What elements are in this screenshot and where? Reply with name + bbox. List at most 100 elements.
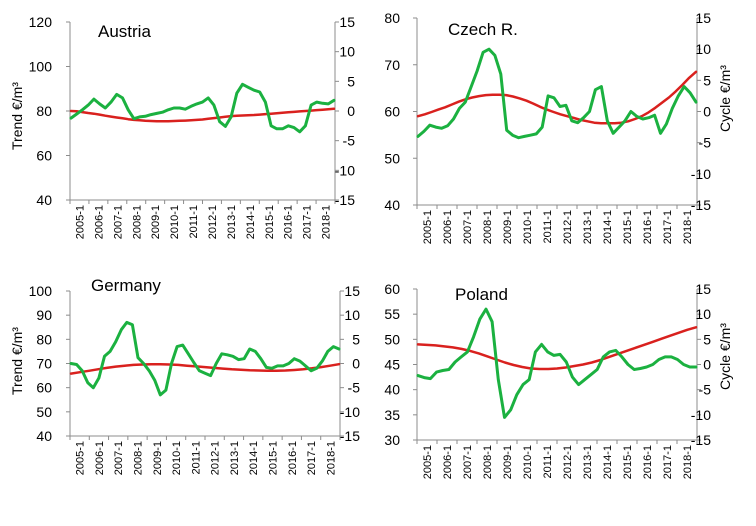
x-tick-label: 2016-1 [287, 441, 299, 475]
right-tick-label: 15 [339, 14, 355, 30]
x-tick-label: 2018-1 [682, 210, 694, 244]
right-axis-label: Cycle €/m³ [717, 65, 733, 132]
x-tick-label: 2015-1 [622, 445, 634, 479]
x-tick-label: 2011-1 [188, 205, 200, 238]
left-tick-label: 60 [36, 148, 52, 164]
x-tick-label: 2013-1 [229, 441, 241, 475]
right-tick-label: 15 [695, 10, 711, 26]
x-tick-label: 2005-1 [422, 445, 434, 479]
x-tick-label: 2010-1 [169, 205, 181, 239]
left-tick-label: 120 [29, 14, 53, 30]
x-tick-label: 2014-1 [248, 441, 260, 475]
right-tick-label: -10 [691, 166, 711, 182]
x-tick-label: 2016-1 [283, 205, 295, 239]
x-tick-label: 2015-1 [268, 441, 280, 475]
right-axis-label: Cycle €/m³ [717, 323, 733, 390]
right-tick-label: 15 [344, 283, 360, 299]
x-tick-label: 2008-1 [482, 445, 494, 479]
left-tick-label: 35 [384, 407, 400, 423]
right-tick-label: -10 [335, 162, 355, 178]
right-tick-label: -15 [340, 428, 360, 444]
x-tick-label: 2013-1 [582, 210, 594, 244]
x-tick-label: 2011-1 [542, 210, 554, 243]
chart-title: Poland [455, 285, 508, 304]
cycle-series-line [69, 82, 336, 134]
left-tick-label: 40 [36, 428, 52, 444]
x-tick-label: 2016-1 [642, 210, 654, 244]
right-tick-label: 5 [347, 73, 355, 89]
x-tick-label: 2014-1 [245, 205, 257, 239]
right-tick-label: 10 [339, 44, 355, 60]
x-tick-label: 2008-1 [482, 210, 494, 244]
chart-title: Germany [91, 276, 161, 295]
right-tick-label: 15 [695, 281, 711, 297]
left-tick-label: 70 [384, 57, 400, 73]
x-tick-label: 2013-1 [226, 205, 238, 239]
chart-title: Czech R. [448, 20, 518, 39]
left-axis-label: Trend €/m³ [9, 82, 25, 150]
x-tick-label: 2011-1 [190, 441, 202, 474]
left-tick-label: 100 [29, 59, 53, 75]
x-tick-label: 2005-1 [74, 205, 86, 239]
x-tick-label: 2014-1 [602, 445, 614, 479]
right-tick-label: 0 [352, 356, 360, 372]
trend-series-line [416, 326, 698, 371]
x-tick-label: 2014-1 [602, 210, 614, 244]
x-tick-label: 2009-1 [150, 205, 162, 239]
left-tick-label: 60 [36, 380, 52, 396]
x-tick-label: 2017-1 [302, 205, 314, 239]
x-tick-label: 2006-1 [442, 445, 454, 479]
right-tick-label: 10 [695, 306, 711, 322]
x-tick-label: 2009-1 [152, 441, 164, 475]
right-tick-label: -5 [699, 135, 712, 151]
right-tick-label: 0 [347, 103, 355, 119]
left-tick-label: 60 [384, 104, 400, 120]
x-tick-label: 2006-1 [442, 210, 454, 244]
left-tick-label: 70 [36, 356, 52, 372]
left-tick-label: 50 [36, 404, 52, 420]
x-tick-label: 2005-1 [75, 441, 87, 475]
right-tick-label: -5 [348, 380, 361, 396]
right-tick-label: 10 [695, 41, 711, 57]
x-tick-label: 2005-1 [422, 210, 434, 244]
left-tick-label: 80 [384, 10, 400, 26]
x-tick-label: 2008-1 [131, 205, 143, 239]
left-tick-label: 30 [384, 432, 400, 448]
x-tick-label: 2009-1 [502, 445, 514, 479]
cycle-series-line [416, 307, 698, 419]
right-tick-label: -10 [691, 407, 711, 423]
trend-series-line [416, 70, 698, 125]
left-tick-label: 80 [36, 103, 52, 119]
x-tick-label: 2016-1 [642, 445, 654, 479]
x-tick-label: 2009-1 [502, 210, 514, 244]
right-tick-label: -10 [340, 404, 360, 420]
x-tick-label: 2010-1 [522, 445, 534, 479]
trend-series-line [69, 107, 336, 123]
x-tick-label: 2006-1 [94, 441, 106, 475]
cycle-series-line [69, 320, 341, 397]
left-tick-label: 45 [384, 357, 400, 373]
x-tick-label: 2011-1 [542, 445, 554, 478]
right-tick-label: 5 [703, 72, 711, 88]
x-tick-label: 2015-1 [264, 205, 276, 239]
left-tick-label: 40 [384, 197, 400, 213]
right-tick-label: 5 [703, 331, 711, 347]
x-tick-label: 2017-1 [662, 210, 674, 244]
left-tick-label: 55 [384, 306, 400, 322]
x-tick-label: 2013-1 [582, 445, 594, 479]
right-tick-label: 0 [703, 357, 711, 373]
right-tick-label: 0 [703, 104, 711, 120]
right-tick-label: 10 [344, 307, 360, 323]
x-tick-label: 2008-1 [133, 441, 145, 475]
x-tick-label: 2007-1 [112, 205, 124, 239]
left-tick-label: 40 [36, 192, 52, 208]
x-tick-label: 2012-1 [210, 441, 222, 475]
x-tick-label: 2007-1 [462, 445, 474, 479]
right-tick-label: -15 [335, 192, 355, 208]
x-tick-label: 2017-1 [662, 445, 674, 479]
x-tick-label: 2010-1 [171, 441, 183, 475]
x-tick-label: 2018-1 [682, 445, 694, 479]
x-tick-label: 2017-1 [306, 441, 318, 475]
